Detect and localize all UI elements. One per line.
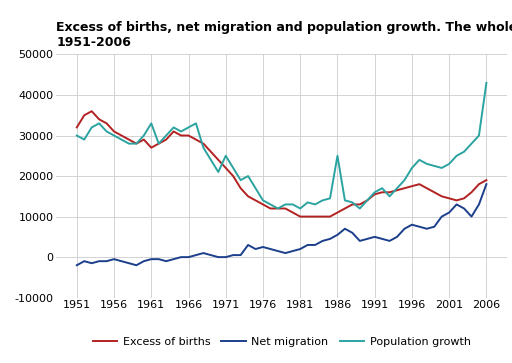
Legend: Excess of births, Net migration, Population growth: Excess of births, Net migration, Populat… <box>88 333 475 351</box>
Population growth <box>334 154 340 158</box>
Line: Excess of births: Excess of births <box>77 111 486 217</box>
Line: Net migration: Net migration <box>77 184 486 265</box>
Net migration <box>74 263 80 268</box>
Population growth <box>312 202 318 207</box>
Net migration <box>327 237 333 241</box>
Excess of births <box>401 186 408 190</box>
Population growth <box>81 137 88 142</box>
Net migration <box>342 227 348 231</box>
Text: Excess of births, net migration and population growth. The whole country.
1951-2: Excess of births, net migration and popu… <box>56 21 512 49</box>
Excess of births <box>89 109 95 113</box>
Excess of births <box>319 215 326 219</box>
Excess of births <box>483 178 489 182</box>
Net migration <box>483 182 489 186</box>
Net migration <box>223 255 229 259</box>
Excess of births <box>230 174 236 178</box>
Population growth <box>349 200 355 205</box>
Population growth <box>483 81 489 85</box>
Line: Population growth: Population growth <box>77 83 486 208</box>
Excess of births <box>357 202 363 207</box>
Excess of births <box>74 125 80 130</box>
Excess of births <box>342 206 348 211</box>
Excess of births <box>297 215 303 219</box>
Population growth <box>394 186 400 190</box>
Net migration <box>305 243 311 247</box>
Population growth <box>74 133 80 138</box>
Net migration <box>387 239 393 243</box>
Population growth <box>223 154 229 158</box>
Population growth <box>275 206 281 211</box>
Net migration <box>81 259 88 263</box>
Excess of births <box>81 113 88 117</box>
